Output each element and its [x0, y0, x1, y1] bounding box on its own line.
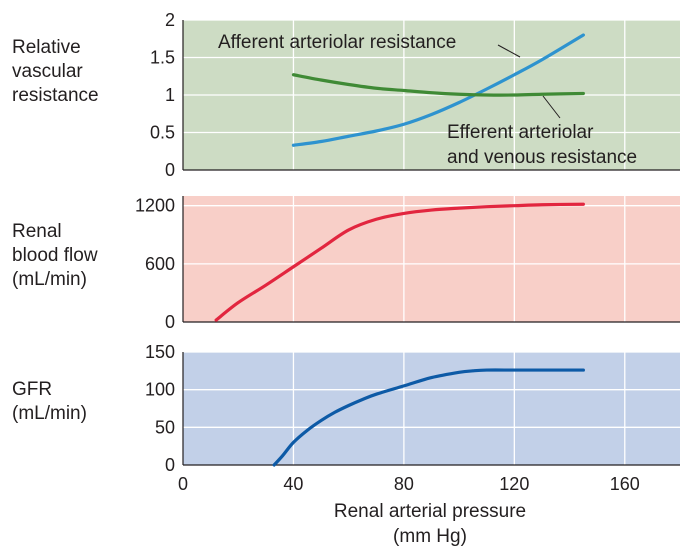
series-line-0-0 [291, 33, 585, 147]
y-tick-label: 0 [165, 455, 175, 475]
y-axis-label-line: vascular [12, 61, 83, 82]
gfr-y-ticks: 0 50 100 150 [145, 342, 175, 475]
x-axis-label-line: Renal arterial pressure [334, 501, 526, 522]
x-tick-label: 80 [394, 474, 414, 494]
resistance-axis-label: Relative vascular resistance [12, 37, 99, 106]
blood-flow-y-ticks: 0 600 1200 [135, 196, 175, 332]
x-tick-label: 120 [499, 474, 529, 494]
x-axis-ticks: 0 40 80 120 160 [178, 474, 640, 494]
y-axis-label-line: Relative [12, 37, 81, 58]
y-axis-label-line: resistance [12, 85, 99, 106]
y-tick-label: 1.5 [150, 48, 175, 68]
y-tick-label: 100 [145, 380, 175, 400]
y-axis-label-line: (mL/min) [12, 269, 87, 290]
annotation-leader [497, 44, 521, 58]
y-tick-label: 0 [165, 312, 175, 332]
annotation-label: and venous resistance [447, 147, 637, 168]
blood-flow-plot-area [183, 196, 680, 322]
resistance-panel: Relative vascular resistance 0 0.5 1 1.5 2 Aff… [12, 10, 680, 180]
y-tick-label: 0.5 [150, 123, 175, 143]
x-axis-label-line: (mm Hg) [393, 526, 467, 547]
gfr-plot-area [183, 352, 680, 465]
y-tick-label: 600 [145, 254, 175, 274]
y-axis-label-line: blood flow [12, 245, 98, 266]
gfr-grid [182, 351, 680, 466]
y-tick-label: 50 [155, 417, 175, 437]
y-tick-label: 0 [165, 160, 175, 180]
x-tick-label: 40 [283, 474, 303, 494]
resistance-annotations: Afferent arteriolar resistance Efferent a… [218, 32, 637, 168]
y-tick-label: 1 [165, 85, 175, 105]
gfr-axis-label: GFR (mL/min) [12, 379, 87, 424]
y-axis-label-line: GFR [12, 379, 52, 400]
annotation-leader [542, 95, 561, 119]
blood-flow-panel: Renal blood flow (mL/min) 0 600 1200 [12, 196, 680, 332]
y-tick-label: 2 [165, 10, 175, 30]
x-tick-label: 0 [178, 474, 188, 494]
y-tick-label: 1200 [135, 196, 175, 216]
series-line-1-0 [214, 202, 585, 322]
annotation-label: Afferent arteriolar resistance [218, 32, 456, 53]
resistance-grid [182, 19, 680, 171]
x-axis-label: Renal arterial pressure (mm Hg) [334, 501, 526, 547]
y-axis-label-line: Renal [12, 221, 62, 242]
gfr-series [272, 368, 585, 467]
x-tick-label: 160 [610, 474, 640, 494]
y-axis-label-line: (mL/min) [12, 403, 87, 424]
blood-flow-grid [182, 196, 680, 323]
resistance-series [291, 33, 585, 147]
gfr-panel: GFR (mL/min) 0 50 100 150 0 40 80 120 160 Renal … [12, 342, 680, 547]
blood-flow-axis-label: Renal blood flow (mL/min) [12, 221, 98, 290]
resistance-y-ticks: 0 0.5 1 1.5 2 [150, 10, 175, 180]
y-tick-label: 150 [145, 342, 175, 362]
annotation-label: Efferent arteriolar [447, 122, 594, 143]
series-line-0-1 [291, 73, 585, 97]
blood-flow-series [214, 202, 585, 322]
series-line-2-0 [272, 368, 585, 467]
